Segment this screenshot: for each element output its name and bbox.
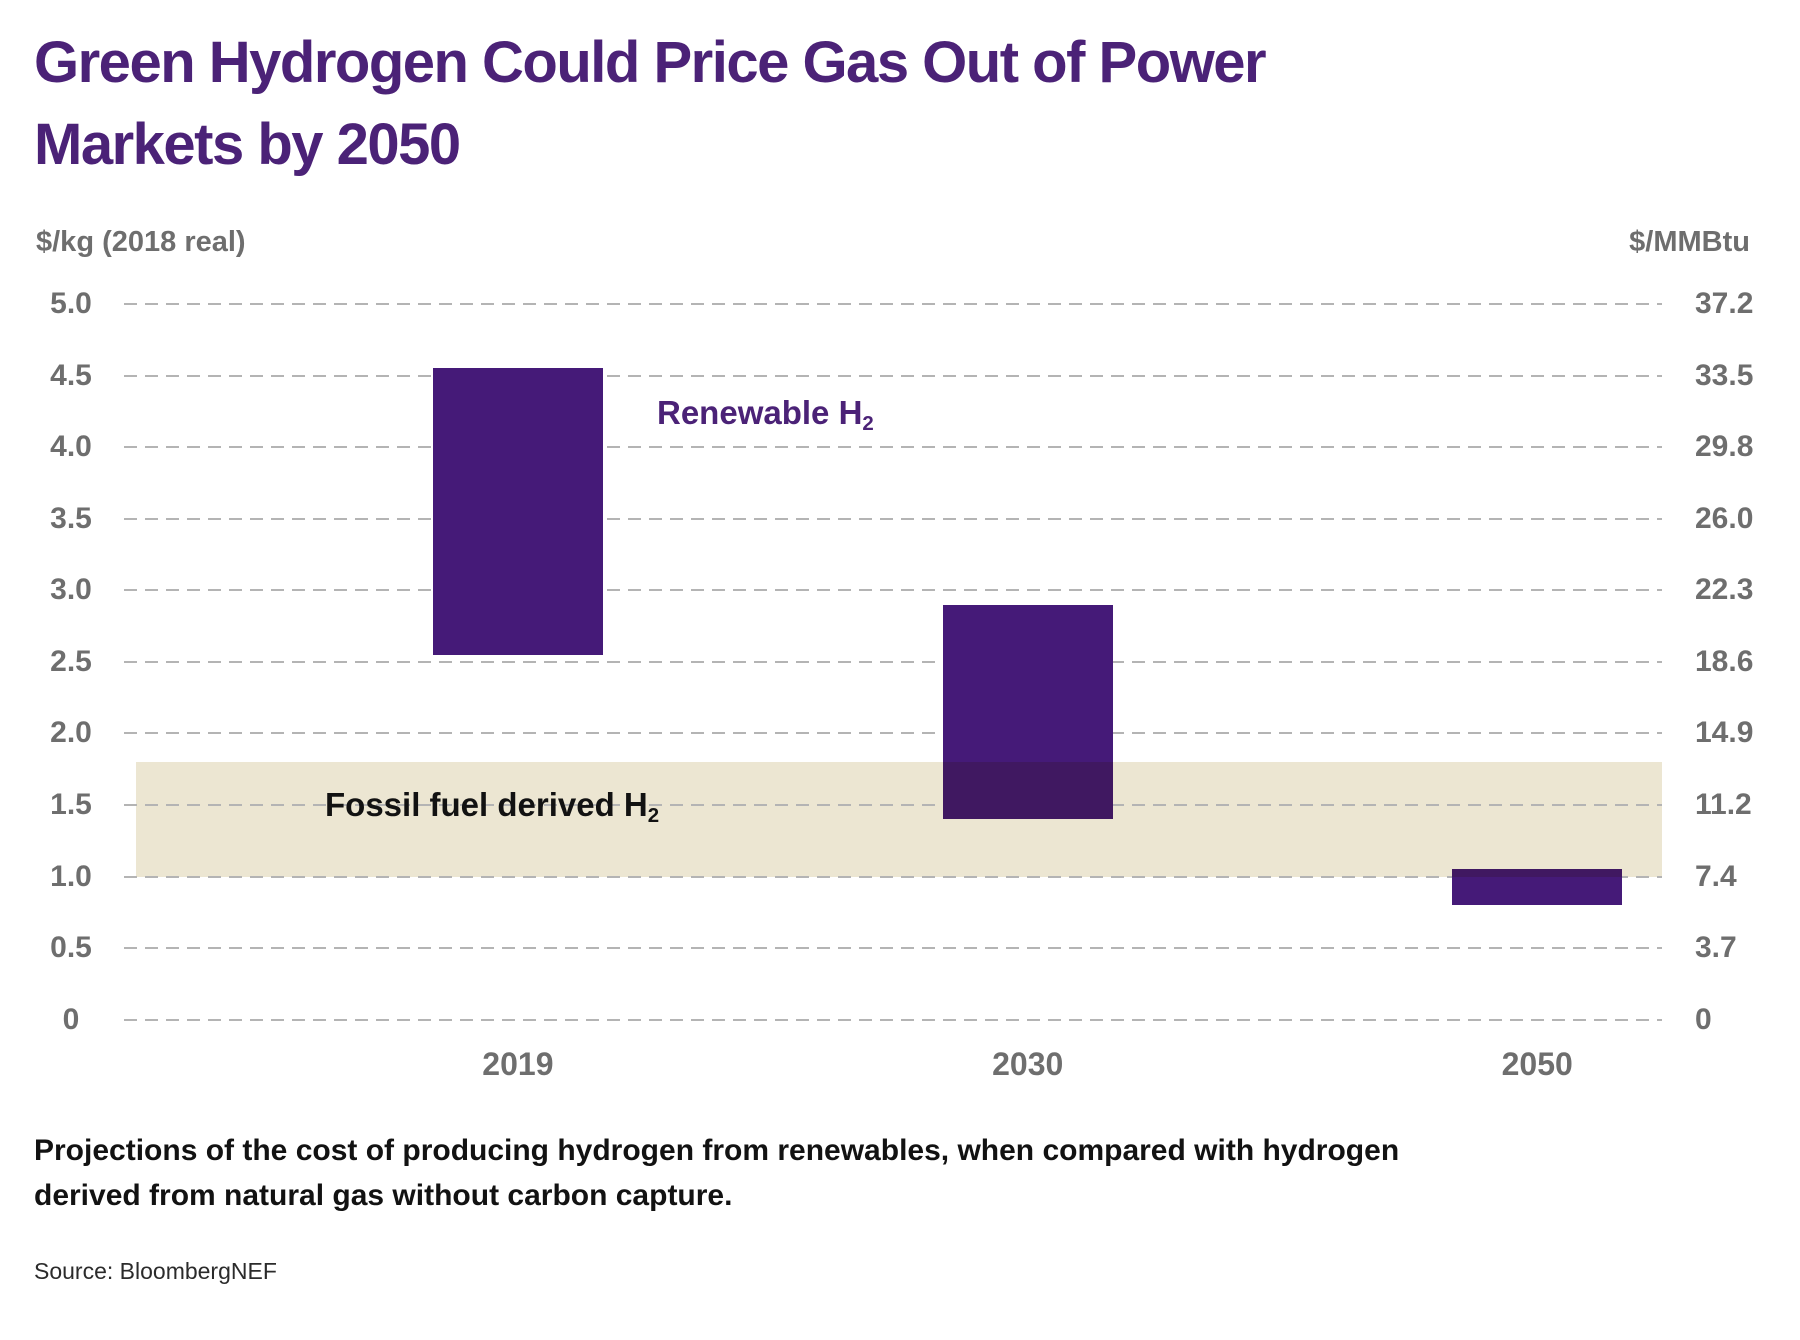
left-axis-tick-2.5: 2.5 bbox=[50, 644, 92, 678]
x-axis-label-2050: 2050 bbox=[1501, 1046, 1573, 1082]
right-axis-label: $/MMBtu bbox=[1629, 226, 1750, 258]
bar-2030-band-overlap bbox=[942, 762, 1113, 820]
left-axis-tick-0: 0 bbox=[62, 1002, 80, 1036]
chart-caption-line2: derived from natural gas without carbon … bbox=[34, 1179, 733, 1212]
renewable-h2-annotation: Renewable H2 bbox=[657, 394, 874, 435]
right-axis-tick-37.2: 37.2 bbox=[1695, 287, 1754, 320]
right-axis-tick-29.8: 29.8 bbox=[1695, 430, 1754, 464]
gridline-5.0 bbox=[124, 303, 1662, 305]
left-axis-tick-0.5: 0.5 bbox=[50, 931, 92, 965]
right-axis-tick-14.9: 14.9 bbox=[1695, 716, 1754, 750]
chart-title-line1: Green Hydrogen Could Price Gas Out of Po… bbox=[34, 30, 1267, 95]
right-axis-tick-33.5: 33.5 bbox=[1695, 358, 1754, 392]
fossil-h2-annotation-subscript: 2 bbox=[647, 803, 660, 827]
right-axis-tick-11.2: 11.2 bbox=[1695, 787, 1752, 821]
gridline-4.0 bbox=[124, 446, 1662, 449]
chart-caption-line1: Projections of the cost of producing hyd… bbox=[34, 1134, 1400, 1167]
x-axis-label-2030: 2030 bbox=[992, 1046, 1064, 1082]
left-axis-label: $/kg (2018 real) bbox=[36, 226, 246, 258]
gridline-0 bbox=[124, 1018, 1662, 1021]
gridline-1.5 bbox=[124, 803, 1662, 806]
gridline-2.5 bbox=[124, 660, 1662, 663]
gridline-1.0 bbox=[124, 875, 1662, 878]
right-axis-tick-7.4: 7.4 bbox=[1695, 859, 1737, 893]
gridline-3.5 bbox=[124, 517, 1662, 520]
right-axis-tick-22.3: 22.3 bbox=[1695, 573, 1754, 607]
right-axis-tick-26.0: 26.0 bbox=[1695, 501, 1754, 535]
gridline-3.0 bbox=[124, 589, 1662, 592]
bar-2019 bbox=[432, 368, 603, 655]
right-axis-tick-18.6: 18.6 bbox=[1695, 644, 1754, 678]
gridline-4.5 bbox=[124, 374, 1662, 377]
gridline-0.5 bbox=[124, 947, 1662, 950]
fossil-h2-annotation-text: Fossil fuel derived H bbox=[325, 786, 648, 823]
chart-title-line2: Markets by 2050 bbox=[34, 112, 461, 177]
chart-title: Green Hydrogen Could Price Gas Out of Po… bbox=[34, 22, 1267, 186]
gridline-2.0 bbox=[124, 732, 1662, 735]
bar-2050-band-overlap bbox=[1452, 869, 1623, 877]
fossil-h2-annotation: Fossil fuel derived H2 bbox=[325, 786, 660, 827]
left-axis-tick-3.5: 3.5 bbox=[50, 501, 92, 535]
chart-caption: Projections of the cost of producing hyd… bbox=[34, 1128, 1399, 1218]
source-note: Source: BloombergNEF bbox=[34, 1258, 277, 1284]
left-axis-tick-3.0: 3.0 bbox=[50, 573, 92, 607]
right-axis-tick-0: 0 bbox=[1695, 1002, 1712, 1036]
left-axis-tick-4.5: 4.5 bbox=[50, 358, 92, 392]
right-axis-tick-3.7: 3.7 bbox=[1695, 931, 1737, 965]
fossil-fuel-band bbox=[136, 762, 1662, 877]
x-axis-label-2019: 2019 bbox=[482, 1046, 554, 1082]
renewable-h2-annotation-subscript: 2 bbox=[862, 411, 874, 435]
left-axis-tick-2.0: 2.0 bbox=[50, 716, 92, 750]
left-axis-tick-1.0: 1.0 bbox=[50, 859, 92, 893]
left-axis-tick-4.0: 4.0 bbox=[50, 430, 92, 464]
renewable-h2-annotation-text: Renewable H bbox=[657, 394, 863, 431]
left-axis-tick-5.0: 5.0 bbox=[50, 287, 92, 320]
left-axis-tick-1.5: 1.5 bbox=[50, 787, 92, 821]
